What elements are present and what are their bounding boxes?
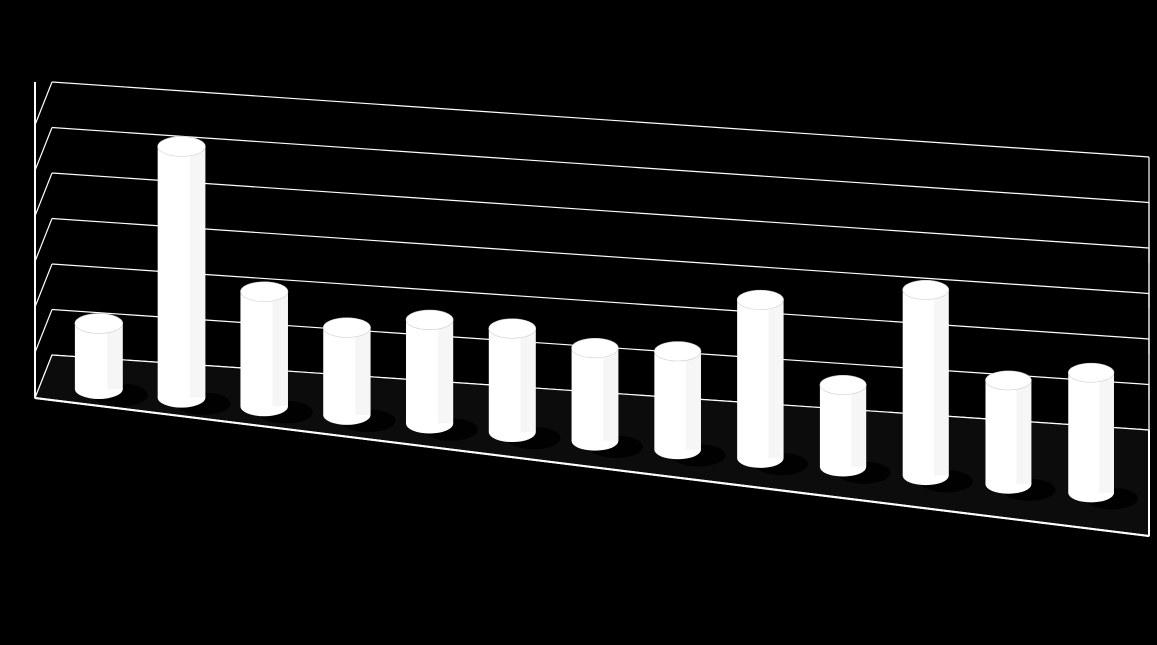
cylinder-bar-chart [0,0,1157,645]
bar [406,310,478,441]
bar [323,318,395,432]
bar [75,314,148,407]
bar [489,319,561,450]
